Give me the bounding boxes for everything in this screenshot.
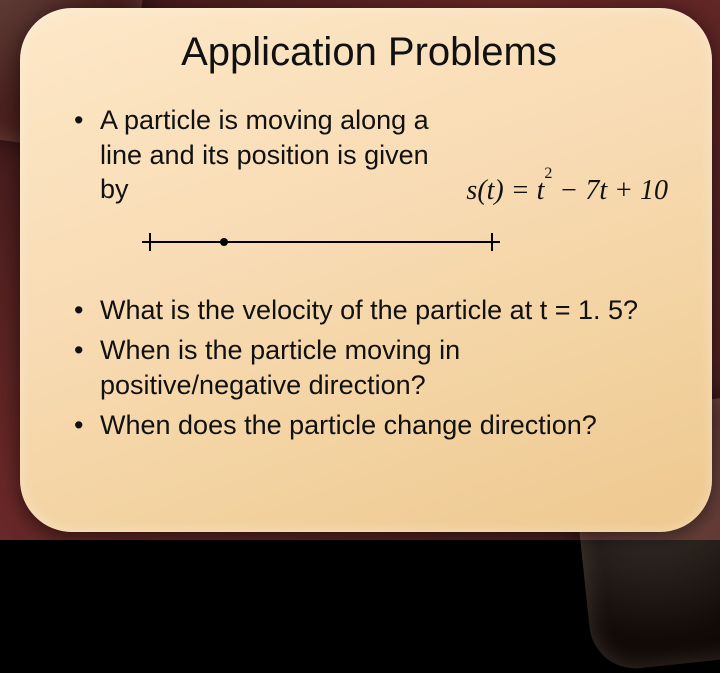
bullet-1-text: A particle is moving along a line and it… <box>100 103 432 207</box>
content-panel: Application Problems A particle is movin… <box>20 8 712 532</box>
bullet-list-2: What is the velocity of the particle at … <box>70 293 668 443</box>
bullet-4-text: When does the particle change direction? <box>100 410 597 440</box>
bullet-list: A particle is moving along a line and it… <box>70 103 668 207</box>
number-line <box>138 227 504 257</box>
bullet-item-4: When does the particle change direction? <box>70 408 668 443</box>
number-line-svg <box>138 227 504 257</box>
slide-title: Application Problems <box>70 30 668 75</box>
bullet-item-1: A particle is moving along a line and it… <box>70 103 668 207</box>
position-formula: s(t) = t2 − 7t + 10 <box>466 173 668 209</box>
bullet-item-2: What is the velocity of the particle at … <box>70 293 668 328</box>
bullet-1-row: A particle is moving along a line and it… <box>100 103 668 207</box>
bullet-3-text: When is the particle moving in positive/… <box>100 335 460 400</box>
bullet-2-text: What is the velocity of the particle at … <box>100 295 638 325</box>
bullet-item-3: When is the particle moving in positive/… <box>70 333 668 402</box>
slide-background: Application Problems A particle is movin… <box>0 0 720 540</box>
